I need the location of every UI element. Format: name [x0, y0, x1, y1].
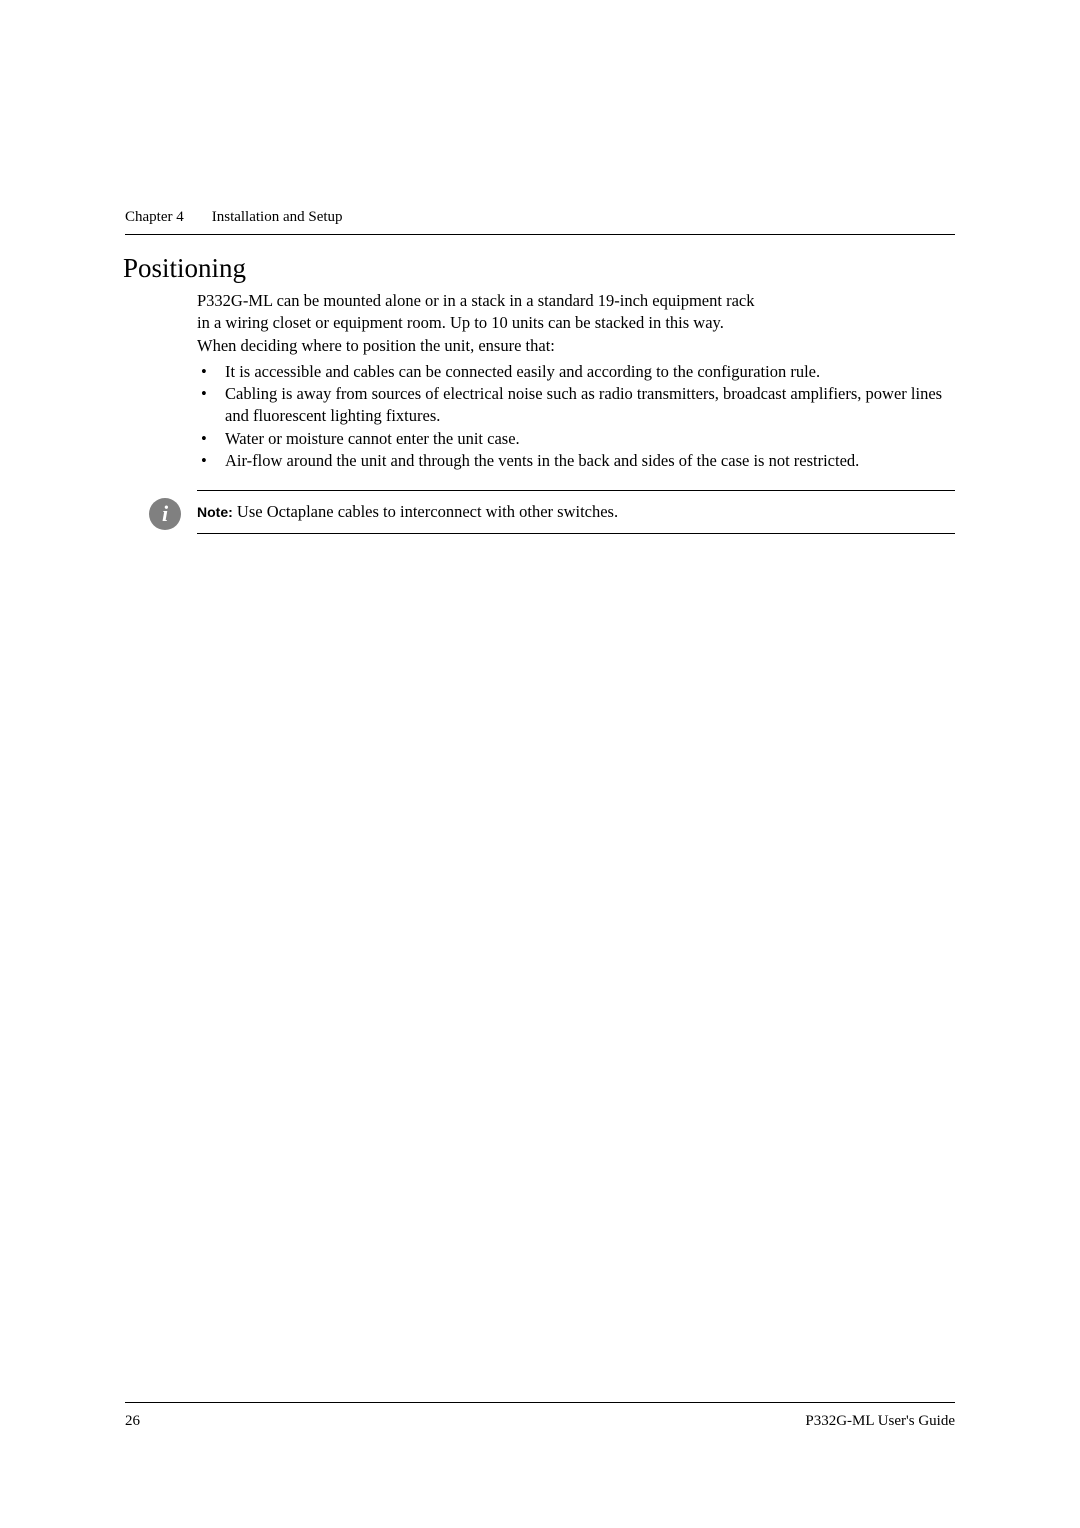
info-icon: i	[149, 498, 181, 530]
chapter-title: Installation and Setup	[212, 209, 343, 226]
footer-guide-title: P332G-ML User's Guide	[805, 1413, 955, 1430]
info-icon-glyph: i	[162, 501, 168, 527]
chapter-label: Chapter 4	[125, 209, 184, 226]
page-footer: 26 P332G-ML User's Guide	[125, 1402, 955, 1430]
list-item: Water or moisture cannot enter the unit …	[197, 428, 955, 450]
page-header: Chapter 4 Installation and Setup	[125, 208, 955, 235]
page-number: 26	[125, 1413, 140, 1430]
page-container: Chapter 4 Installation and Setup Positio…	[0, 0, 1080, 534]
intro-line-3: When deciding where to position the unit…	[197, 336, 555, 355]
note-content: Note: Use Octaplane cables to interconne…	[197, 501, 955, 523]
note-rule-bottom	[197, 533, 955, 534]
note-body: Use Octaplane cables to interconnect wit…	[237, 502, 618, 521]
intro-paragraph: P332G-ML can be mounted alone or in a st…	[197, 290, 955, 357]
list-item: It is accessible and cables can be conne…	[197, 361, 955, 383]
bullet-list: It is accessible and cables can be conne…	[197, 361, 955, 472]
intro-line-1: P332G-ML can be mounted alone or in a st…	[197, 291, 754, 310]
note-section: i Note: Use Octaplane cables to intercon…	[197, 490, 955, 534]
intro-line-2: in a wiring closet or equipment room. Up…	[197, 313, 724, 332]
note-text: Note: Use Octaplane cables to interconne…	[197, 501, 618, 523]
note-rule-top	[197, 490, 955, 491]
list-item: Cabling is away from sources of electric…	[197, 383, 955, 428]
list-item: Air-flow around the unit and through the…	[197, 450, 955, 472]
note-label: Note:	[197, 504, 233, 520]
section-heading: Positioning	[123, 253, 955, 284]
